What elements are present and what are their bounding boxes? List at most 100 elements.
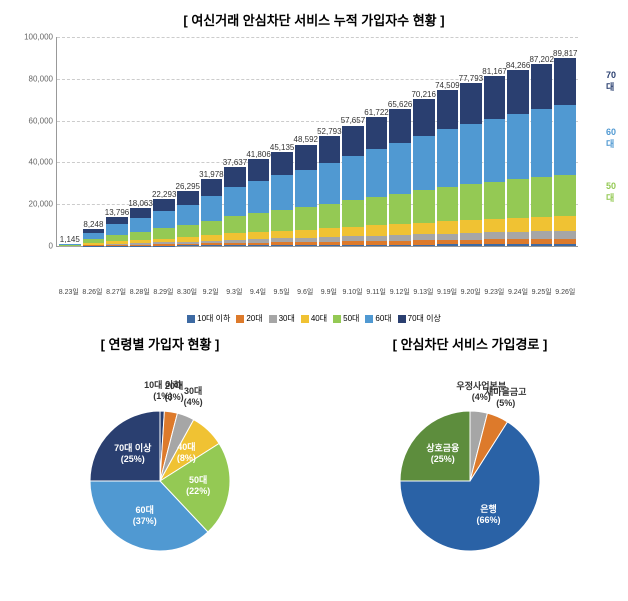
x-axis-label: 9.13일	[413, 287, 435, 297]
bar-segment	[460, 220, 482, 233]
x-axis-label: 8.29일	[153, 287, 175, 297]
bar-segment	[554, 216, 576, 231]
bar-segment	[177, 205, 199, 225]
bar-total-label: 26,295	[176, 182, 200, 191]
bar-segment	[554, 231, 576, 239]
legend-label: 60대	[375, 313, 391, 324]
bar-segment	[342, 245, 364, 246]
legend-swatch	[398, 315, 406, 323]
bar-segment	[106, 224, 128, 235]
bar-segment	[366, 117, 388, 149]
bar-column: 26,295	[177, 37, 199, 246]
x-axis-label: 8.23일	[58, 287, 80, 297]
legend-swatch	[236, 315, 244, 323]
bar-segment	[248, 245, 270, 246]
bar-total-label: 8,248	[83, 220, 103, 229]
pie-slice-label: 은행(66%)	[477, 504, 501, 526]
bar-column: 87,202	[531, 37, 553, 246]
bar-segment	[484, 244, 506, 246]
stacked-bar-chart: 020,00040,00060,00080,000100,000 1,1458,…	[56, 37, 578, 247]
bar-segment	[271, 175, 293, 210]
bar-segment	[484, 219, 506, 233]
bar-total-label: 41,806	[246, 150, 270, 159]
bar-total-label: 77,793	[459, 74, 483, 83]
bar-segment	[130, 218, 152, 232]
pie-slice-label: 20대(3%)	[165, 381, 184, 403]
bar-segment	[531, 231, 553, 238]
bar-segment	[484, 119, 506, 182]
bar-total-label: 37,637	[223, 158, 247, 167]
bar-column: 61,722	[366, 37, 388, 246]
bar-total-label: 65,626	[388, 100, 412, 109]
pie-left-title: [ 연령별 가입자 현황 ]	[10, 334, 310, 353]
legend-swatch	[365, 315, 373, 323]
bar-column: 18,063	[130, 37, 152, 246]
legend-label: 30대	[279, 313, 295, 324]
x-axis-label: 8.30일	[176, 287, 198, 297]
pie-chart-channel: 우정사업본부(4%)새마을금고(5%)은행(66%)상호금융(25%)	[320, 361, 620, 591]
pie-chart-age: 10대 이하(1%)20대(3%)30대(4%)40대(8%)50대(22%)6…	[10, 361, 310, 591]
bar-segment	[437, 187, 459, 221]
side-category-label: 50대	[606, 181, 616, 204]
bar-segment	[342, 227, 364, 237]
bar-segment	[554, 175, 576, 216]
side-category-label: 60대	[606, 127, 616, 150]
bar-column: 13,796	[106, 37, 128, 246]
bar-segment	[507, 232, 529, 239]
bar-segment	[153, 199, 175, 211]
bar-segment	[531, 177, 553, 217]
pie-right-title: [ 안심차단 서비스 가입경로 ]	[320, 334, 620, 353]
bar-segment	[271, 152, 293, 176]
bar-column: 37,637	[224, 37, 246, 246]
bar-segment	[366, 245, 388, 246]
bar-segment	[201, 179, 223, 196]
bar-segment	[437, 244, 459, 246]
bar-segment	[554, 105, 576, 174]
x-axis-label: 9.5일	[271, 287, 293, 297]
y-axis-tick: 100,000	[21, 33, 53, 42]
bar-segment	[437, 221, 459, 233]
bar-segment	[153, 211, 175, 228]
bar-segment	[153, 228, 175, 238]
x-axis-label: 9.20일	[460, 287, 482, 297]
bar-segment	[130, 232, 152, 240]
bar-segment	[295, 170, 317, 208]
bar-segment	[248, 232, 270, 239]
bar-column: 52,793	[319, 37, 341, 246]
bar-segment	[295, 245, 317, 246]
legend-item: 20대	[236, 313, 262, 324]
bar-column: 84,266	[507, 37, 529, 246]
bar-segment	[319, 163, 341, 204]
y-axis-tick: 40,000	[21, 158, 53, 167]
x-axis-label: 9.9일	[318, 287, 340, 297]
bar-segment	[319, 204, 341, 228]
bar-segment	[177, 245, 199, 246]
bar-column: 81,167	[484, 37, 506, 246]
bar-column: 70,216	[413, 37, 435, 246]
x-axis-label: 9.4일	[247, 287, 269, 297]
bar-column: 48,592	[295, 37, 317, 246]
bar-segment	[437, 129, 459, 187]
legend-item: 10대 이하	[187, 313, 230, 324]
bar-segment	[319, 245, 341, 246]
bar-segment	[271, 210, 293, 231]
bar-segment	[271, 231, 293, 239]
bar-total-label: 84,266	[506, 61, 530, 70]
bar-segment	[248, 159, 270, 181]
bar-segment	[177, 191, 199, 205]
bar-segment	[342, 156, 364, 201]
x-axis-label: 8.28일	[129, 287, 151, 297]
bar-segment	[460, 124, 482, 184]
bar-segment	[130, 208, 152, 217]
bar-column: 41,806	[248, 37, 270, 246]
x-axis-label: 8.26일	[82, 287, 104, 297]
bar-total-label: 52,793	[317, 127, 341, 136]
x-axis-label: 9.12일	[389, 287, 411, 297]
bar-segment	[413, 99, 435, 136]
bar-total-label: 57,657	[341, 116, 365, 125]
bar-total-label: 81,167	[482, 67, 506, 76]
bar-segment	[531, 244, 553, 246]
bar-segment	[413, 136, 435, 190]
bar-segment	[531, 64, 553, 110]
legend-label: 40대	[311, 313, 327, 324]
